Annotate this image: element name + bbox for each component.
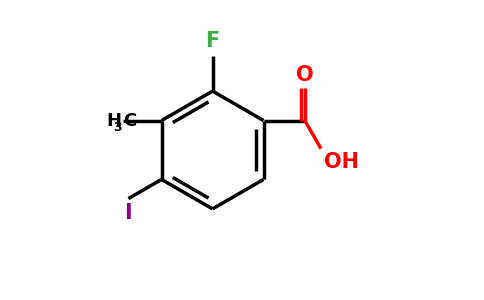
Text: H: H <box>107 112 122 130</box>
Text: OH: OH <box>324 152 359 172</box>
Text: C: C <box>123 112 136 130</box>
Text: F: F <box>205 32 220 51</box>
Text: I: I <box>124 203 132 223</box>
Text: O: O <box>296 65 314 85</box>
Text: 3: 3 <box>113 122 122 134</box>
